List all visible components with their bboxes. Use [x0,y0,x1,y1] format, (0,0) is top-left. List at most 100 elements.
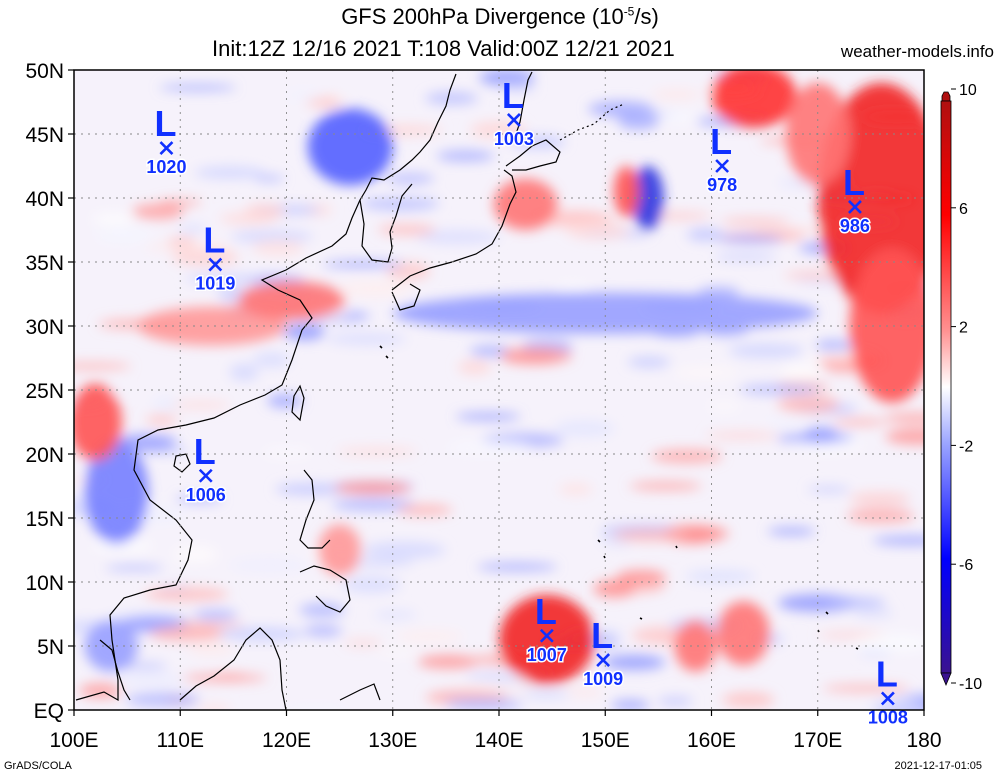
field-streak [807,486,851,493]
field-streak [211,673,248,681]
field-streak [846,508,915,523]
field-streak [396,630,464,642]
coast-hainan [173,453,191,473]
coast-hokkaido [505,139,561,171]
plot-area: L 1020 L 1003 L 978 L 986 L 1019 L 1006 L 1007 L 1009 L 1… [73,69,925,729]
field-streak [610,700,650,710]
lon-tick-label: 180 [906,729,941,752]
field-feature [74,383,122,461]
chart-title: GFS 200hPa Divergence (10-5/s) [0,4,1000,30]
coast-taiwan [291,384,305,422]
lat-tick-label: EQ [34,700,64,723]
field-streak [657,696,693,707]
low-marker: L 1006 [184,431,227,507]
low-marker: L 1007 [525,591,568,667]
field-streak [197,704,231,710]
field-streak [822,684,910,693]
lat-tick-label: 40N [25,188,64,211]
field-streak [566,222,630,240]
low-letter: L [876,653,898,694]
field-streak [145,414,178,426]
lon-tick-label: 110E [157,729,205,752]
low-pressure-label: 1003 [494,129,534,149]
field-streak [303,625,343,637]
field-streak [342,576,402,593]
field-feature [84,620,138,672]
colorbar-tick-label: -10 [959,676,982,693]
field-feature [711,70,797,128]
title-main: GFS 200hPa Divergence (10 [341,4,624,29]
field-streak [777,395,840,413]
field-streak [884,412,924,424]
field-streak [872,535,924,546]
field-streak [588,100,654,117]
coast-japan-honshu [391,169,517,291]
field-streak [194,166,265,179]
field-streak [465,673,523,681]
coast-luzon [299,469,331,549]
field-streak [554,420,615,438]
field-streak [686,228,724,242]
field-streak [185,273,262,284]
field-streak [74,362,132,371]
low-marker: L 978 [706,121,739,197]
field-streak [279,705,351,710]
low-letter: L [843,162,865,203]
low-center-cross [880,691,895,706]
coast-new-guinea [339,683,381,701]
low-center-cross [539,628,554,643]
colorbar-top-arrow [941,91,951,102]
field-streak [500,346,573,365]
field-streak [815,340,853,353]
lon-tick-label: 140E [474,729,523,752]
low-center-cross [198,468,213,483]
coastlines [75,71,859,710]
colorbar-bottom-arrow [940,672,952,687]
field-streak [853,610,895,617]
field-streak [377,223,436,236]
field-streak [566,687,603,697]
field-streak [125,692,200,708]
field-streak [385,173,435,185]
map-grid [74,70,924,710]
low-markers: L 1020 L 1003 L 978 L 986 L 1019 L 1006 L 1007 L 1009 L 1… [145,75,909,729]
low-marker: L 1020 [145,103,188,179]
field-streak [651,448,723,464]
field-streak [764,417,809,426]
lat-tick-label: 5N [37,636,64,659]
footer-credit: GrADS/COLA [4,760,72,772]
lon-tick-label: 150E [581,729,630,752]
lat-tick-label: 15N [25,508,64,531]
field-streak [520,690,571,699]
field-streak [92,212,135,226]
low-center-cross [848,200,862,214]
field-streak [170,400,231,410]
field-streak [447,440,532,456]
colorbar-tick-label: 2 [959,320,968,337]
low-letter: L [203,220,225,261]
field-streak [230,229,314,244]
field-streak [555,284,590,291]
field-streak [116,672,186,687]
colorbar: 10 6 2 -2 -6 -10 [940,82,982,693]
low-pressure-label: 986 [840,216,870,236]
field-streak [92,539,153,552]
field-streak [864,700,924,710]
field-streak [326,332,407,346]
field-streak [121,663,168,670]
colorbar-tick-label: 6 [959,201,968,218]
field-streak [445,697,523,710]
field-streak [728,343,805,359]
field-streak [144,587,229,602]
field-streak [612,528,690,542]
field-streak [229,363,259,382]
field-feature [392,292,818,334]
field-streak [362,541,446,559]
field-streak [592,581,635,598]
field-streak [660,111,695,124]
field-streak [417,654,479,669]
field-streak [275,483,348,496]
field-streak [705,432,780,440]
coast-pacific-islands [379,345,859,650]
